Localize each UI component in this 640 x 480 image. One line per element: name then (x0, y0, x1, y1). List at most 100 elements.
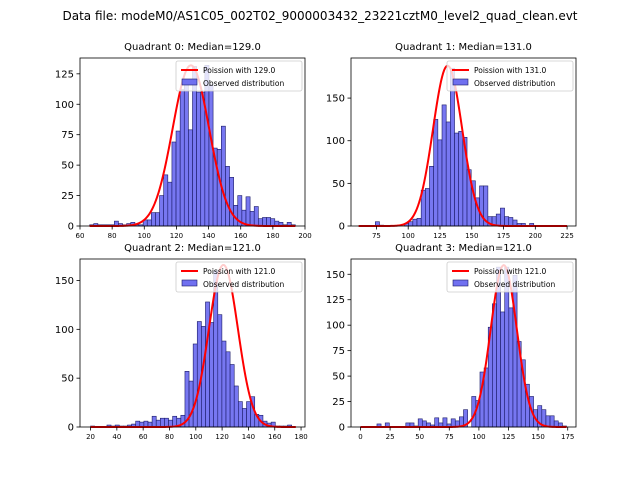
histogram-bar (266, 217, 271, 227)
histogram-bar (146, 219, 152, 227)
x-tick-label: 120 (170, 232, 183, 240)
y-tick-label: 150 (326, 94, 345, 105)
x-tick-label: 200 (529, 232, 542, 240)
histogram-bar (164, 417, 169, 428)
histogram-bar (425, 188, 430, 227)
y-tick-label: 50 (332, 179, 345, 190)
legend-observed-label: Observed distribution (474, 280, 555, 289)
legend-box (446, 261, 574, 293)
axes-frame (350, 57, 577, 227)
histogram-bar (209, 322, 214, 428)
x-tick-label: 125 (502, 433, 515, 441)
histogram-bar (512, 274, 518, 428)
histogram-bar (445, 121, 451, 227)
x-tick-label: 180 (266, 232, 279, 240)
histogram-bar (225, 166, 230, 227)
x-tick-label: 60 (76, 232, 85, 240)
legend-observed-swatch (181, 78, 198, 86)
histogram-bar (167, 181, 173, 227)
y-tick-label: 75 (61, 130, 74, 141)
histogram-bar (229, 177, 234, 227)
histogram-bar (508, 307, 514, 428)
histogram-bar (192, 343, 198, 428)
legend-poisson-label: Poission with 129.0 (203, 66, 276, 75)
y-tick-label: 50 (61, 374, 74, 385)
x-tick-label: 60 (139, 433, 148, 441)
x-tick-label: 75 (445, 433, 454, 441)
x-tick-label: 100 (472, 433, 485, 441)
y-tick-label: 100 (326, 136, 345, 147)
histogram-bar (188, 129, 193, 227)
x-tick-label: 150 (465, 232, 478, 240)
x-tick-label: 140 (242, 433, 255, 441)
histogram-bar (450, 418, 456, 428)
histogram-bar (412, 218, 418, 227)
y-tick-label: 150 (326, 270, 345, 281)
x-tick-label: 150 (531, 433, 544, 441)
x-tick-label: 160 (234, 232, 247, 240)
histogram-bar (262, 217, 267, 227)
histogram-bar (175, 130, 181, 227)
x-tick-label: 175 (497, 232, 510, 240)
x-tick-label: 180 (294, 433, 307, 441)
histogram-bar (200, 91, 206, 227)
axes-frame (350, 258, 577, 428)
legend-poisson-label: Poission with 121.0 (474, 267, 547, 276)
x-tick-label: 20 (86, 433, 95, 441)
y-tick-label: 100 (55, 100, 74, 111)
subplot-quadrant-2: Quadrant 2: Median=121.0 20 40 60 80 100 120 14… (55, 243, 308, 441)
histogram-bar (188, 380, 194, 428)
x-tick-label: 75 (372, 232, 381, 240)
subplot-title: Quadrant 2: Median=121.0 (124, 243, 261, 254)
x-tick-label: 100 (402, 232, 415, 240)
x-tick-label: 0 (358, 433, 362, 441)
histogram-bar (155, 419, 161, 428)
y-tick-label: 125 (326, 295, 345, 306)
legend-box (446, 60, 574, 92)
x-tick-label: 225 (560, 232, 573, 240)
histogram-bar (434, 417, 440, 428)
y-tick-label: 0 (339, 222, 345, 233)
x-tick-label: 80 (108, 232, 117, 240)
x-tick-label: 100 (138, 232, 151, 240)
histogram-bar (216, 149, 222, 227)
subplot-title: Quadrant 1: Median=131.0 (395, 42, 532, 53)
histogram-bar (245, 196, 251, 227)
axes-frame (79, 258, 306, 428)
histogram-bar (495, 213, 501, 227)
histogram-bar (221, 125, 226, 227)
histogram-bar (229, 364, 235, 428)
x-tick-label: 160 (268, 433, 281, 441)
histogram-bar (225, 351, 231, 428)
subplot-title: Quadrant 0: Median=129.0 (124, 42, 261, 53)
histogram-bar (408, 221, 414, 227)
x-tick-label: 80 (165, 433, 174, 441)
histogram-bar (238, 401, 243, 428)
axes-frame (79, 57, 306, 227)
histogram-bar (479, 185, 485, 227)
subplot-quadrant-3: Quadrant 3: Median=121.0 0 25 50 75 100 125 150… (326, 243, 577, 441)
histogram-bar (458, 131, 464, 227)
histogram-bar (429, 166, 434, 227)
histogram-bar (508, 217, 514, 227)
histogram-bar (492, 303, 497, 428)
histogram-bar (163, 174, 169, 227)
histogram-bar (433, 119, 439, 227)
x-tick-label: 140 (202, 232, 215, 240)
histogram-bar (450, 67, 455, 227)
x-tick-label: 40 (112, 433, 121, 441)
histogram-bar (151, 212, 156, 227)
histogram-bar (151, 415, 157, 428)
histogram-bar (249, 211, 255, 227)
histogram-bar (242, 408, 247, 428)
legend-box (175, 60, 303, 92)
histogram-bar (160, 417, 165, 428)
x-tick-label: 120 (215, 433, 228, 441)
y-tick-label: 25 (332, 397, 345, 408)
histogram-bar (208, 84, 214, 227)
x-tick-label: 25 (386, 433, 395, 441)
y-tick-label: 125 (55, 69, 74, 80)
y-tick-label: 0 (339, 423, 345, 434)
x-tick-label: 100 (189, 433, 202, 441)
histogram-bar (500, 311, 506, 428)
